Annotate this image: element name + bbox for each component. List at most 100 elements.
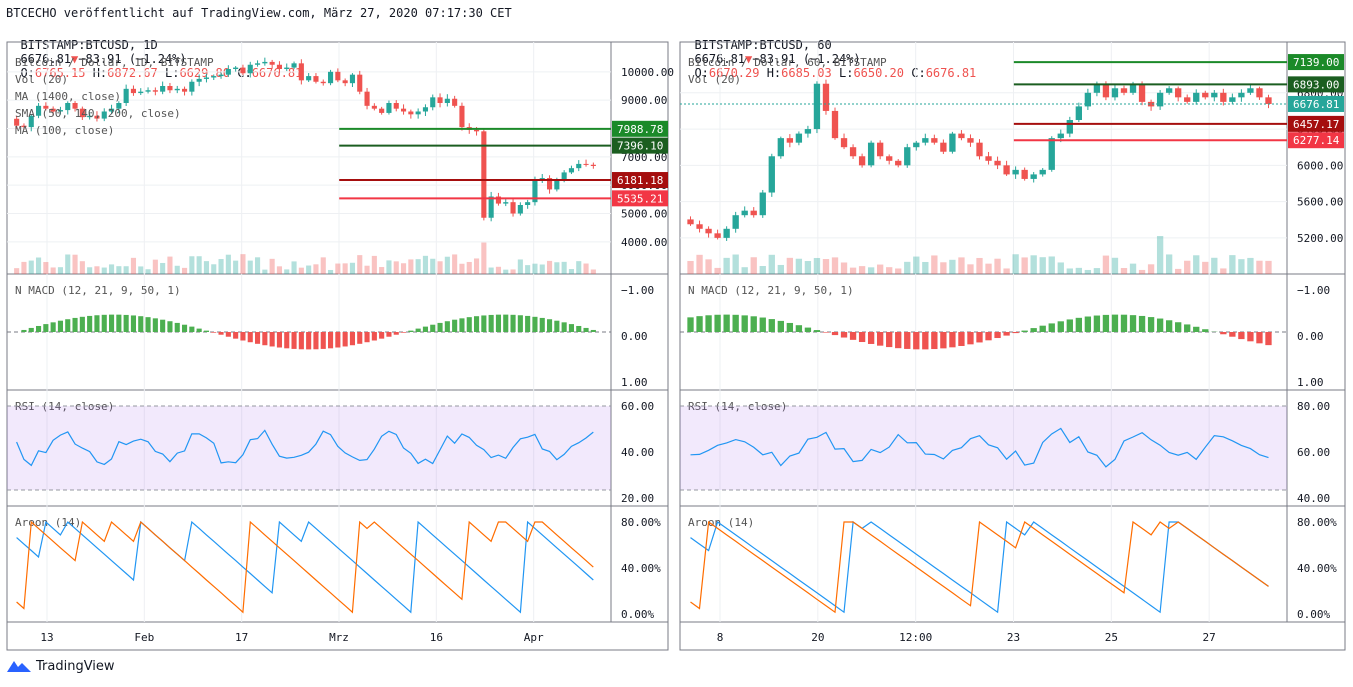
macd-histogram-bar [1193, 326, 1200, 332]
price-tick-label: 10000.00 [621, 66, 674, 79]
volume-bar [503, 269, 509, 274]
candle-body [1193, 92, 1200, 102]
candle-body [400, 108, 407, 112]
macd-histogram-bar [1102, 314, 1110, 332]
volume-bar [940, 262, 947, 274]
macd-histogram-bar [298, 332, 304, 350]
volume-bar [1147, 264, 1155, 274]
macd-histogram-bar [364, 332, 370, 343]
candle-body [517, 205, 523, 214]
volume-bar [1202, 261, 1209, 274]
volume-bar [181, 267, 188, 274]
macd-histogram-bar [1202, 329, 1209, 332]
macd-histogram-bar [1165, 320, 1173, 332]
candle-body [1057, 133, 1064, 139]
volume-bar [87, 267, 93, 274]
right-close: 6676.81 [925, 66, 977, 80]
volume-bar [1048, 256, 1055, 274]
volume-bar [1012, 254, 1019, 274]
macd-histogram-bar [714, 314, 721, 332]
volume-bar [732, 254, 739, 274]
volume-bar [379, 267, 385, 274]
right-change: −83.91 (−1.24%) [752, 52, 861, 66]
candle-body [218, 74, 224, 77]
volume-bar [1156, 236, 1164, 274]
tradingview-logo[interactable]: TradingView [6, 658, 115, 674]
x-tick-label: 27 [1203, 631, 1216, 644]
candle-body [130, 88, 137, 94]
candle-body [262, 61, 268, 64]
candle-body [181, 88, 188, 92]
volume-bar [28, 260, 34, 274]
macd-histogram-bar [958, 332, 965, 346]
macd-histogram-bar [320, 332, 326, 349]
volume-bar [795, 258, 803, 274]
volume-bar [1265, 260, 1272, 274]
price-tick-label: 7000.00 [621, 151, 667, 164]
macd-histogram-bar [1048, 323, 1055, 332]
macd-histogram-bar [357, 332, 363, 344]
macd-histogram-bar [400, 332, 407, 333]
candle-body [291, 63, 297, 68]
macd-histogram-bar [576, 325, 582, 332]
candle-body [50, 108, 56, 112]
volume-bar [777, 264, 784, 274]
volume-bar [247, 260, 253, 274]
level-label-bg [612, 120, 668, 137]
candle-body [488, 196, 494, 218]
volume-bar [415, 259, 421, 274]
macd-histogram-bar [291, 332, 297, 349]
macd-histogram-bar [262, 332, 268, 346]
volume-bar [167, 256, 173, 274]
volume-bar [1211, 257, 1218, 274]
macd-histogram-bar [1093, 315, 1101, 332]
candle-body [1165, 88, 1173, 93]
macd-histogram-bar [768, 319, 775, 332]
candle-body [931, 138, 938, 143]
level-label-bg [1288, 95, 1344, 112]
volume-bar [1175, 268, 1182, 274]
chart-title: Bitcoin / Dollar, 1D, BITSTAMP [15, 56, 214, 69]
level-label: 6893.00 [1293, 78, 1339, 91]
candle-body [1184, 97, 1191, 102]
volume-bar [922, 261, 929, 274]
candle-body [822, 83, 830, 111]
candle-body [1012, 169, 1019, 175]
level-label: 6676.81 [1293, 98, 1339, 111]
macd-histogram-bar [50, 322, 56, 332]
macd-histogram-bar [732, 314, 739, 332]
candle-body [904, 147, 911, 166]
indicator-tick-label: −1.00 [1297, 284, 1330, 297]
macd-histogram-bar [393, 332, 399, 335]
volume-bar [1066, 268, 1073, 274]
x-tick-label: 20 [811, 631, 824, 644]
candle-body [481, 131, 487, 218]
left-price: 6676.81 [20, 52, 72, 66]
indicator-tick-label: 80.00% [1297, 516, 1337, 529]
candle-body [1202, 92, 1209, 98]
macd-histogram-bar [145, 317, 151, 332]
candle-body [886, 156, 893, 161]
volume-bar [14, 268, 20, 274]
volume-bar [1102, 255, 1110, 274]
macd-histogram-bar [189, 326, 195, 332]
macd-histogram-bar [1066, 319, 1073, 332]
volume-bar [400, 263, 407, 274]
volume-bar [849, 267, 857, 274]
volume-bar [57, 267, 64, 274]
macd-histogram-bar [1156, 318, 1164, 332]
macd-histogram-bar [723, 314, 730, 332]
macd-histogram-bar [804, 327, 812, 332]
macd-histogram-bar [994, 332, 1001, 339]
candle-body [35, 105, 42, 116]
macd-histogram-bar [466, 317, 472, 332]
candle-body [687, 219, 694, 225]
candle-body [777, 138, 784, 157]
candle-body [108, 108, 115, 112]
macd-histogram-bar [913, 332, 920, 350]
candle-body [940, 142, 947, 152]
volume-bar [152, 259, 158, 274]
indicator-tick-label: 0.00% [1297, 608, 1330, 621]
level-label-bg [612, 190, 668, 207]
